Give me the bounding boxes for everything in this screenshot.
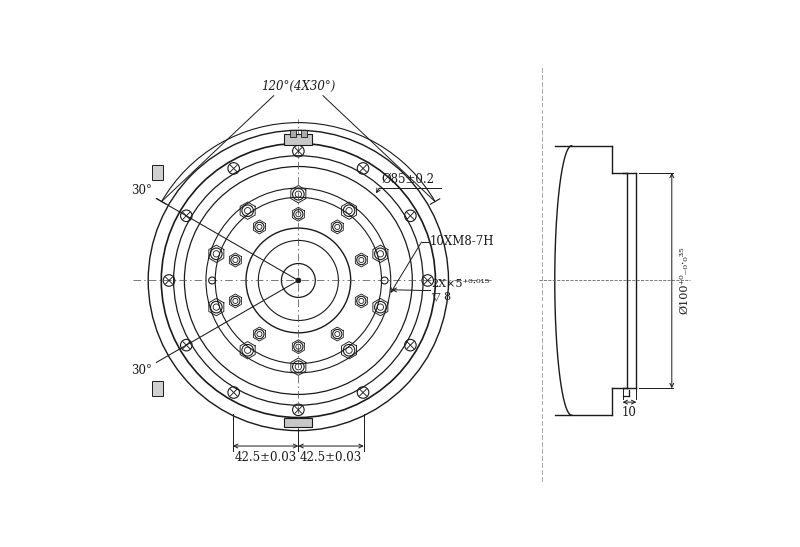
Text: 30°: 30°: [131, 184, 153, 197]
Bar: [301, 130, 307, 137]
Text: 10XM8-7H: 10XM8-7H: [430, 235, 494, 248]
Text: 120°(4X30°): 120°(4X30°): [261, 80, 335, 94]
Text: 42.5±0.03: 42.5±0.03: [235, 451, 297, 464]
Bar: [285, 134, 312, 145]
Text: 42.5±0.03: 42.5±0.03: [299, 451, 362, 464]
Bar: [152, 381, 163, 396]
Text: 2X×5⁺⁰·⁰¹⁵
▽ 8: 2X×5⁺⁰·⁰¹⁵ ▽ 8: [431, 280, 490, 302]
Bar: [290, 130, 296, 137]
Bar: [285, 417, 312, 427]
Text: 10: 10: [622, 406, 637, 419]
Text: 30°: 30°: [131, 364, 153, 377]
Text: Ø85±0.2: Ø85±0.2: [382, 173, 434, 186]
Bar: [152, 165, 163, 181]
Circle shape: [296, 278, 301, 283]
Text: Ø100⁺⁰₋₀·₀³⁵: Ø100⁺⁰₋₀·₀³⁵: [679, 247, 690, 315]
